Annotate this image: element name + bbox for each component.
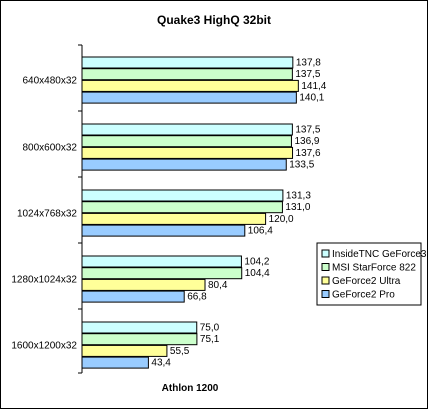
category-label: 640x480x32 xyxy=(23,76,78,87)
bar xyxy=(81,56,294,69)
bar xyxy=(81,201,283,214)
data-label: 131,0 xyxy=(285,202,310,213)
legend-label: GeForce2 Pro xyxy=(332,290,395,301)
legend-label: MSI StarForce 822 xyxy=(332,263,416,274)
data-label: 43,4 xyxy=(151,358,171,369)
x-axis-title: Athlon 1200 xyxy=(162,383,219,394)
bar xyxy=(81,158,287,171)
bar xyxy=(81,189,284,202)
bar xyxy=(81,68,293,81)
bar xyxy=(81,123,293,136)
bar xyxy=(81,79,299,92)
bar xyxy=(81,290,185,303)
data-label: 80,4 xyxy=(208,280,228,291)
data-label: 133,5 xyxy=(289,160,314,171)
bar xyxy=(81,267,243,280)
category-label: 1280x1024x32 xyxy=(11,275,77,286)
data-label: 104,4 xyxy=(245,268,270,279)
category-label: 800x600x32 xyxy=(23,143,78,154)
data-label: 136,9 xyxy=(294,136,319,147)
data-label: 75,1 xyxy=(200,334,220,345)
data-label: 137,8 xyxy=(296,58,321,69)
bar xyxy=(81,278,206,291)
bar xyxy=(81,356,149,369)
legend-label: GeForce2 Ultra xyxy=(332,276,401,287)
data-label: 55,5 xyxy=(170,346,190,357)
legend-swatch xyxy=(321,249,330,258)
legend-swatch xyxy=(321,263,330,271)
data-label: 106,4 xyxy=(248,226,273,237)
legend: InsideTNC GeForce3 MSI StarForce 822 GeFor… xyxy=(316,242,427,306)
legend-box xyxy=(316,242,422,306)
legend-swatch xyxy=(321,290,330,298)
bar xyxy=(81,212,267,225)
category-label: 1600x1200x32 xyxy=(11,341,77,352)
category-label: 1024x768x32 xyxy=(17,209,77,220)
bar xyxy=(81,135,292,148)
bar xyxy=(81,344,168,357)
data-label: 75,0 xyxy=(200,323,220,334)
bar xyxy=(81,333,198,346)
chart-title: Quake3 HighQ 32bit xyxy=(157,13,271,27)
data-label: 140,1 xyxy=(299,93,324,104)
data-label: 141,4 xyxy=(301,81,326,92)
data-label: 104,2 xyxy=(244,257,269,268)
data-label: 137,5 xyxy=(295,69,320,80)
data-label: 137,5 xyxy=(295,125,320,136)
data-label: 131,3 xyxy=(286,191,311,202)
bar xyxy=(81,146,294,159)
legend-label: InsideTNC GeForce3 xyxy=(332,249,427,260)
bar xyxy=(81,91,297,104)
legend-swatch xyxy=(321,276,330,285)
bar xyxy=(81,255,242,268)
data-label: 137,6 xyxy=(296,148,321,159)
bar xyxy=(81,224,246,237)
bar xyxy=(81,321,198,334)
data-label: 66,8 xyxy=(187,292,207,303)
data-label: 120,0 xyxy=(269,214,294,225)
